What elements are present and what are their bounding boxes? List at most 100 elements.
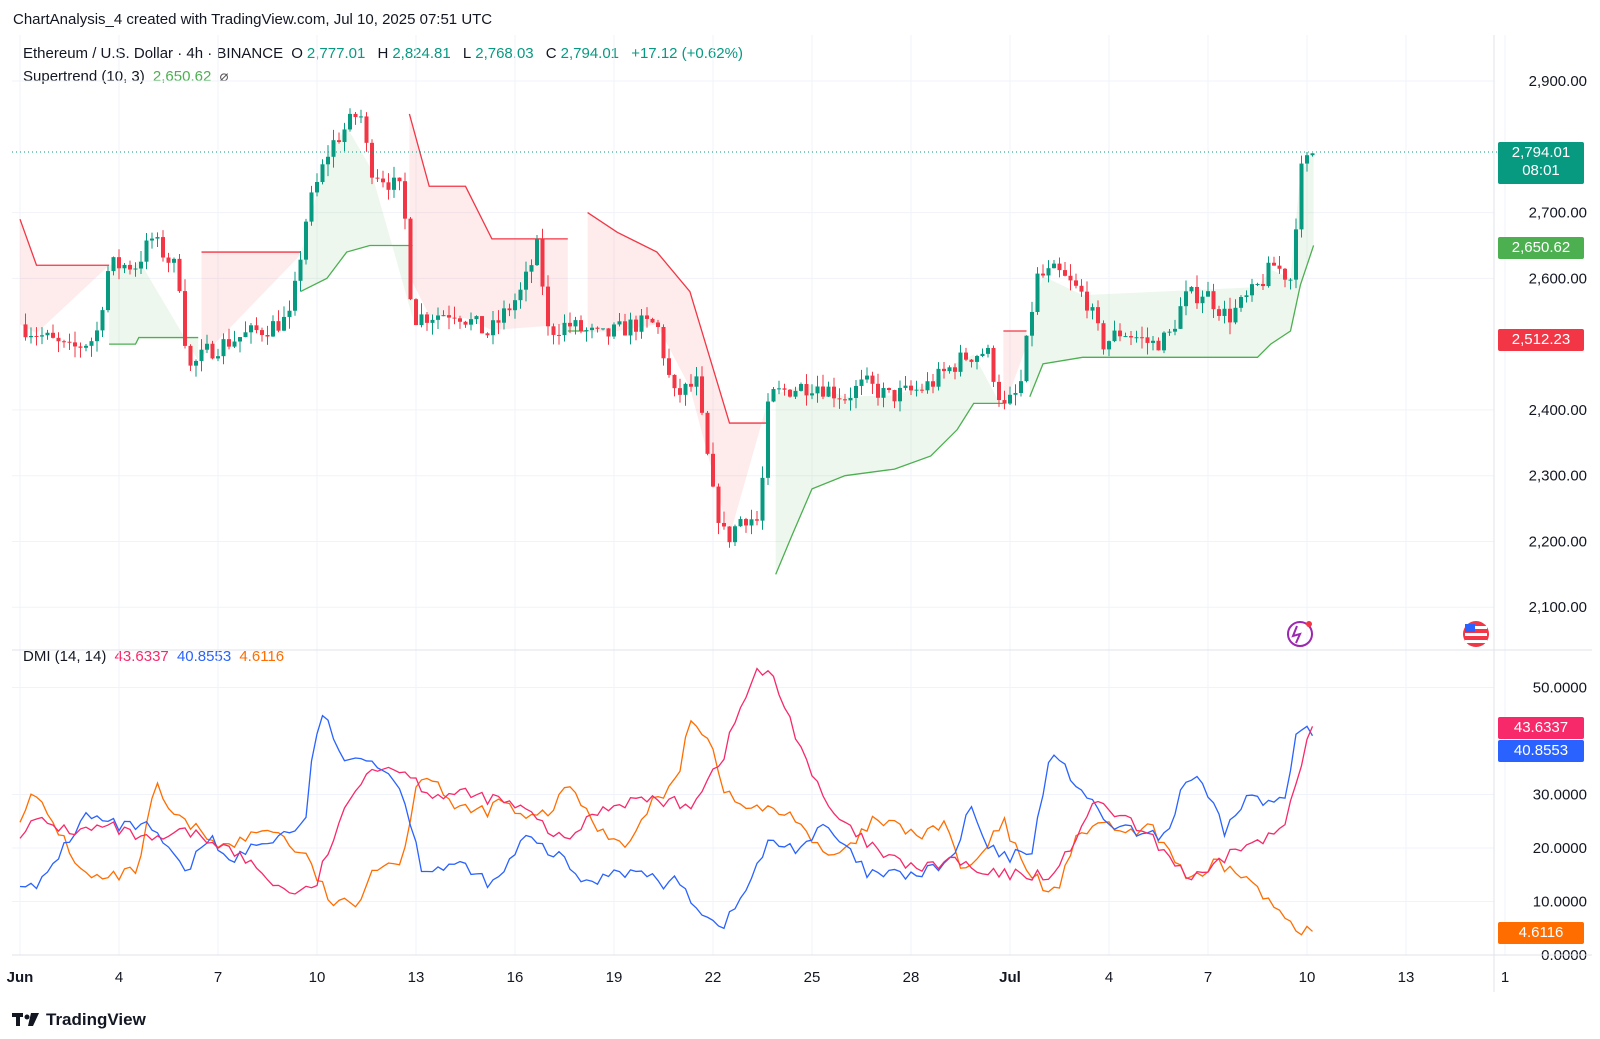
supertrend-red-badge: 2,512.23 (1498, 329, 1584, 351)
replay-icon[interactable] (1287, 621, 1313, 647)
candle-body (689, 383, 693, 387)
candle-body (34, 335, 39, 337)
candle-body (953, 367, 957, 372)
candle-body (848, 397, 853, 401)
ohlc-l: L 2,768.03 (462, 45, 534, 62)
candle-body (463, 321, 468, 325)
candle-body (733, 526, 737, 543)
candle-body (804, 384, 809, 396)
candle-body (491, 320, 495, 336)
candle-body (1173, 328, 1177, 332)
candle-body (909, 385, 913, 391)
candle-body (95, 330, 99, 342)
candle-body (513, 300, 517, 311)
candle-body (331, 140, 336, 157)
candle-body (128, 264, 132, 270)
supertrend-band (567, 324, 588, 333)
candle-body (507, 308, 512, 311)
candle-body (656, 322, 660, 328)
candle-body (243, 332, 248, 338)
candle-body (370, 142, 374, 178)
candle-body (1107, 341, 1111, 350)
candle-body (837, 398, 842, 400)
x-tick-label: 28 (903, 969, 920, 986)
supertrend-down-line (587, 212, 770, 424)
candle-body (1134, 337, 1139, 339)
candle-body (353, 113, 358, 118)
candle-body (612, 324, 616, 337)
candle-body (854, 385, 858, 398)
candle-body (205, 343, 209, 350)
candle-body (760, 477, 765, 521)
price-tick-label: 2,300.00 (1529, 468, 1587, 485)
candle-body (628, 319, 633, 336)
dmi-minus-badge: 40.8553 (1498, 740, 1584, 762)
candle-body (870, 375, 875, 384)
candle-body (1156, 340, 1161, 351)
candle-body (117, 257, 121, 269)
dmi-adx-value: 4.6116 (239, 648, 285, 665)
candle-body (1101, 323, 1106, 350)
candles (23, 108, 1315, 548)
candle-body (249, 325, 253, 333)
candle-body (573, 320, 578, 327)
candle-body (881, 388, 886, 398)
candle-body (139, 261, 143, 269)
candle-body (232, 341, 237, 347)
candle-body (623, 321, 627, 336)
candle-body (1096, 307, 1100, 324)
supertrend-band (409, 113, 568, 331)
candle-body (1129, 336, 1133, 338)
candle-body (876, 383, 880, 398)
candle-body (1299, 163, 1304, 230)
candle-body (150, 238, 154, 241)
supertrend-band (587, 212, 770, 537)
candle-body (782, 388, 787, 390)
candle-body (304, 221, 308, 260)
candle-body (1052, 263, 1056, 269)
candle-body (799, 384, 803, 391)
candle-body (133, 268, 138, 270)
candle-body (744, 519, 748, 526)
candle-body (1112, 330, 1117, 342)
supertrend-fill (20, 113, 1314, 575)
supertrend-up-line (1029, 245, 1315, 398)
dmi-tick-label: 10.0000 (1533, 893, 1587, 910)
candle-body (309, 192, 314, 222)
supertrend-band (201, 252, 301, 358)
candle-body (227, 339, 231, 347)
us-flag-icon[interactable] (1463, 621, 1489, 647)
candle-body (183, 291, 187, 346)
candle-body (947, 367, 952, 372)
candle-body (172, 258, 176, 263)
candle-body (397, 177, 402, 182)
price-tick-label: 2,100.00 (1529, 599, 1587, 616)
candle-body (1283, 268, 1287, 280)
candle-body (711, 453, 715, 487)
tv-logo-icon (12, 1013, 39, 1026)
x-tick-label: 10 (1299, 969, 1316, 986)
candle-body (1305, 155, 1309, 164)
supertrend-down-line (19, 218, 110, 266)
candle-body (1090, 307, 1095, 311)
x-tick-label: 7 (1204, 969, 1212, 986)
candle-body (84, 345, 88, 348)
candle-body (1041, 273, 1045, 276)
candle-body (1151, 340, 1155, 343)
candle-body (1211, 291, 1216, 310)
candle-body (997, 381, 1001, 401)
candle-body (584, 330, 589, 332)
tradingview-logo[interactable]: TradingView (12, 1010, 146, 1030)
x-tick-label: 22 (705, 969, 722, 986)
candle-body (1030, 311, 1034, 336)
dmi-tick-label: 30.0000 (1533, 786, 1587, 803)
candle-body (562, 322, 567, 336)
candle-body (254, 325, 259, 331)
hidden-eye-icon[interactable]: ⌀ (219, 68, 229, 85)
price-tick-label: 2,600.00 (1529, 270, 1587, 287)
x-tick-label: 4 (1105, 969, 1113, 986)
price-badge: 2,794.01 08:01 (1498, 142, 1584, 184)
candle-body (469, 319, 473, 325)
candle-body (1085, 291, 1089, 311)
